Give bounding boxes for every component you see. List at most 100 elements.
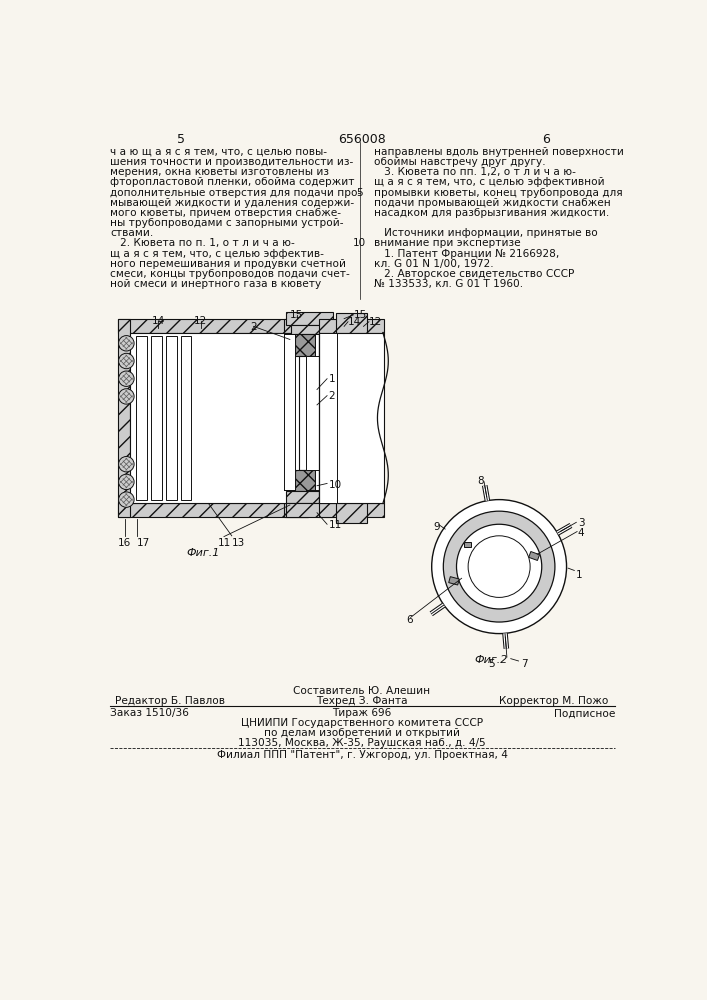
Text: 2: 2 bbox=[329, 391, 335, 401]
Text: 6: 6 bbox=[542, 133, 549, 146]
Bar bbox=[337, 503, 368, 523]
Text: 13: 13 bbox=[232, 538, 245, 548]
Text: 6: 6 bbox=[407, 615, 414, 625]
Text: промывки кюветы, конец трубопровода для: промывки кюветы, конец трубопровода для bbox=[373, 188, 622, 198]
Text: 12: 12 bbox=[194, 316, 207, 326]
Text: Филиал ППП "Патент", г. Ужгород, ул. Проектная, 4: Филиал ППП "Патент", г. Ужгород, ул. Про… bbox=[216, 750, 508, 760]
Bar bbox=[118, 319, 308, 333]
Bar bbox=[151, 336, 162, 500]
Text: № 133533, кл. G 01 T 1960.: № 133533, кл. G 01 T 1960. bbox=[373, 279, 522, 289]
Text: 2. Авторское свидетельство СССР: 2. Авторское свидетельство СССР bbox=[373, 269, 574, 279]
Text: ЦНИИПИ Государственного комитета СССР: ЦНИИПИ Государственного комитета СССР bbox=[241, 718, 483, 728]
Text: фторопластовой пленки, обойма содержит: фторопластовой пленки, обойма содержит bbox=[110, 177, 355, 187]
Text: ного перемешивания и продувки счетной: ного перемешивания и продувки счетной bbox=[110, 259, 346, 269]
Text: 10: 10 bbox=[353, 238, 366, 248]
Text: щ а я с я тем, что, с целью эффективной: щ а я с я тем, что, с целью эффективной bbox=[373, 177, 604, 187]
Text: Редактор Б. Павлов: Редактор Б. Павлов bbox=[115, 696, 225, 706]
Bar bbox=[315, 334, 327, 490]
Text: 9: 9 bbox=[433, 522, 440, 532]
Circle shape bbox=[119, 371, 134, 386]
Text: Корректор М. Пожо: Корректор М. Пожо bbox=[498, 696, 608, 706]
Text: 3: 3 bbox=[578, 518, 585, 528]
Text: 4: 4 bbox=[578, 528, 585, 538]
Text: 15: 15 bbox=[354, 310, 367, 320]
Text: обоймы навстречу друг другу.: обоймы навстречу друг другу. bbox=[373, 157, 545, 167]
Text: дополнительные отверстия для подачи про-: дополнительные отверстия для подачи про- bbox=[110, 188, 361, 198]
Text: 5: 5 bbox=[177, 133, 185, 146]
Text: щ а я с я тем, что, с целью эффектив-: щ а я с я тем, что, с целью эффектив- bbox=[110, 249, 324, 259]
Bar bbox=[286, 312, 332, 325]
Text: 16: 16 bbox=[118, 538, 132, 548]
Text: мерения, окна кюветы изготовлены из: мерения, окна кюветы изготовлены из bbox=[110, 167, 329, 177]
Text: 2. Кювета по п. 1, о т л и ч а ю-: 2. Кювета по п. 1, о т л и ч а ю- bbox=[110, 238, 295, 248]
Text: 11: 11 bbox=[329, 520, 342, 530]
Text: шения точности и производительности из-: шения точности и производительности из- bbox=[110, 157, 354, 167]
Bar bbox=[180, 336, 192, 500]
Text: 1: 1 bbox=[329, 374, 335, 384]
Text: Источники информации, принятые во: Источники информации, принятые во bbox=[373, 228, 597, 238]
Bar bbox=[464, 542, 472, 547]
Text: 2: 2 bbox=[250, 322, 257, 332]
Text: 1. Патент Франции № 2166928,: 1. Патент Франции № 2166928, bbox=[373, 249, 559, 259]
Text: 17: 17 bbox=[136, 538, 150, 548]
Circle shape bbox=[119, 336, 134, 351]
Circle shape bbox=[119, 353, 134, 369]
Text: 14: 14 bbox=[151, 316, 165, 326]
Bar bbox=[299, 356, 312, 470]
Text: Фиг.1: Фиг.1 bbox=[187, 548, 220, 558]
Text: 7: 7 bbox=[521, 659, 527, 669]
Circle shape bbox=[119, 474, 134, 490]
Text: 11: 11 bbox=[217, 538, 230, 548]
Text: ной смеси и инертного газа в кювету: ной смеси и инертного газа в кювету bbox=[110, 279, 321, 289]
Text: мывающей жидкости и удаления содержи-: мывающей жидкости и удаления содержи- bbox=[110, 198, 354, 208]
Text: 1: 1 bbox=[575, 570, 583, 580]
Bar bbox=[286, 503, 332, 517]
Bar bbox=[166, 336, 177, 500]
Text: мого кюветы, причем отверстия снабже-: мого кюветы, причем отверстия снабже- bbox=[110, 208, 341, 218]
Text: направлены вдоль внутренней поверхности: направлены вдоль внутренней поверхности bbox=[373, 147, 624, 157]
Text: 14: 14 bbox=[348, 317, 361, 327]
Bar bbox=[286, 491, 332, 503]
Bar bbox=[319, 333, 385, 503]
Text: смеси, концы трубопроводов подачи счет-: смеси, концы трубопроводов подачи счет- bbox=[110, 269, 350, 279]
Text: подачи промывающей жидкости снабжен: подачи промывающей жидкости снабжен bbox=[373, 198, 610, 208]
Circle shape bbox=[457, 524, 542, 609]
Bar bbox=[319, 503, 385, 517]
Text: Фиг.2: Фиг.2 bbox=[474, 655, 508, 665]
Circle shape bbox=[443, 511, 555, 622]
Bar bbox=[449, 577, 460, 585]
Bar bbox=[306, 356, 319, 470]
Bar bbox=[284, 334, 296, 490]
Circle shape bbox=[432, 500, 566, 634]
Bar bbox=[319, 319, 385, 333]
Bar bbox=[284, 319, 308, 333]
Text: внимание при экспертизе: внимание при экспертизе bbox=[373, 238, 520, 248]
Text: ствами.: ствами. bbox=[110, 228, 153, 238]
Text: Составитель Ю. Алешин: Составитель Ю. Алешин bbox=[293, 686, 431, 696]
Text: Тираж 696: Тираж 696 bbox=[332, 708, 392, 718]
Text: ч а ю щ а я с я тем, что, с целью повы-: ч а ю щ а я с я тем, что, с целью повы- bbox=[110, 147, 327, 157]
Text: насадком для разбрызгивания жидкости.: насадком для разбрызгивания жидкости. bbox=[373, 208, 609, 218]
Text: Заказ 1510/36: Заказ 1510/36 bbox=[110, 708, 189, 718]
Bar bbox=[118, 319, 130, 517]
Text: 5: 5 bbox=[356, 188, 363, 198]
Text: 12: 12 bbox=[369, 317, 382, 327]
Bar bbox=[529, 552, 539, 560]
Text: по делам изобретений и открытий: по делам изобретений и открытий bbox=[264, 728, 460, 738]
Bar bbox=[118, 503, 308, 517]
Text: Подписное: Подписное bbox=[554, 708, 615, 718]
Bar bbox=[291, 325, 327, 334]
Bar bbox=[319, 333, 337, 503]
Bar bbox=[136, 336, 147, 500]
Circle shape bbox=[119, 456, 134, 472]
Text: 113035, Москва, Ж-35, Раушская наб., д. 4/5: 113035, Москва, Ж-35, Раушская наб., д. … bbox=[238, 738, 486, 748]
Text: 3. Кювета по пп. 1,2, о т л и ч а ю-: 3. Кювета по пп. 1,2, о т л и ч а ю- bbox=[373, 167, 575, 177]
Circle shape bbox=[119, 389, 134, 404]
Bar bbox=[284, 503, 308, 517]
Circle shape bbox=[119, 492, 134, 507]
Bar bbox=[130, 333, 308, 503]
Text: 8: 8 bbox=[477, 476, 484, 486]
Text: 5: 5 bbox=[488, 659, 495, 669]
Text: ны трубопроводами с запорными устрой-: ны трубопроводами с запорными устрой- bbox=[110, 218, 344, 228]
Bar bbox=[337, 312, 368, 333]
